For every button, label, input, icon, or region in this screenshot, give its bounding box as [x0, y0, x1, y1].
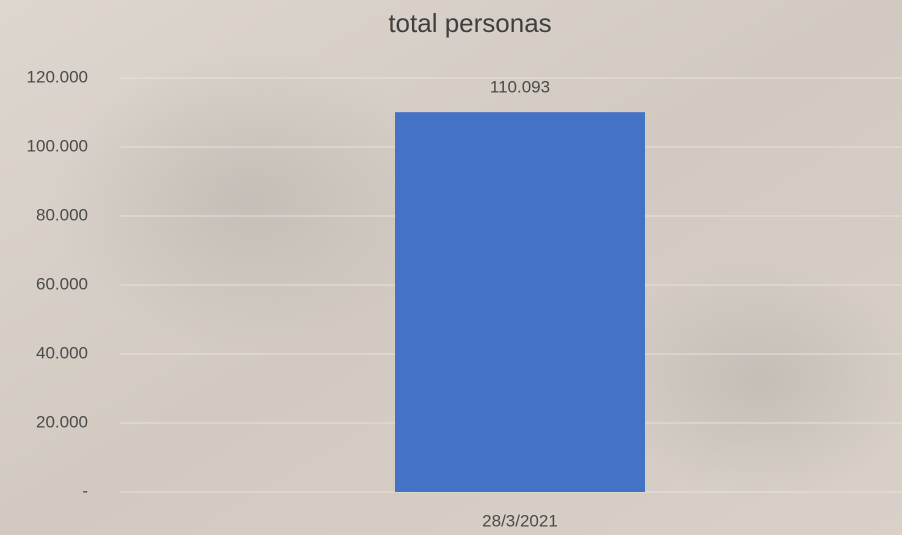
x-tick-label: 28/3/2021 [482, 511, 558, 530]
chart-title: total personas [388, 8, 551, 38]
y-tick-label: 20.000 [36, 412, 88, 431]
y-tick-label: 40.000 [36, 343, 88, 362]
bar [395, 112, 645, 493]
data-label: 110.093 [490, 78, 550, 97]
background-shade [50, 50, 450, 350]
y-tick-label: 100.000 [27, 136, 88, 155]
y-tick-label: 80.000 [36, 205, 88, 224]
y-tick-label: 120.000 [27, 67, 88, 86]
y-tick-label: - [82, 481, 88, 500]
y-tick-label: 60.000 [36, 274, 88, 293]
background-shade [600, 260, 902, 500]
